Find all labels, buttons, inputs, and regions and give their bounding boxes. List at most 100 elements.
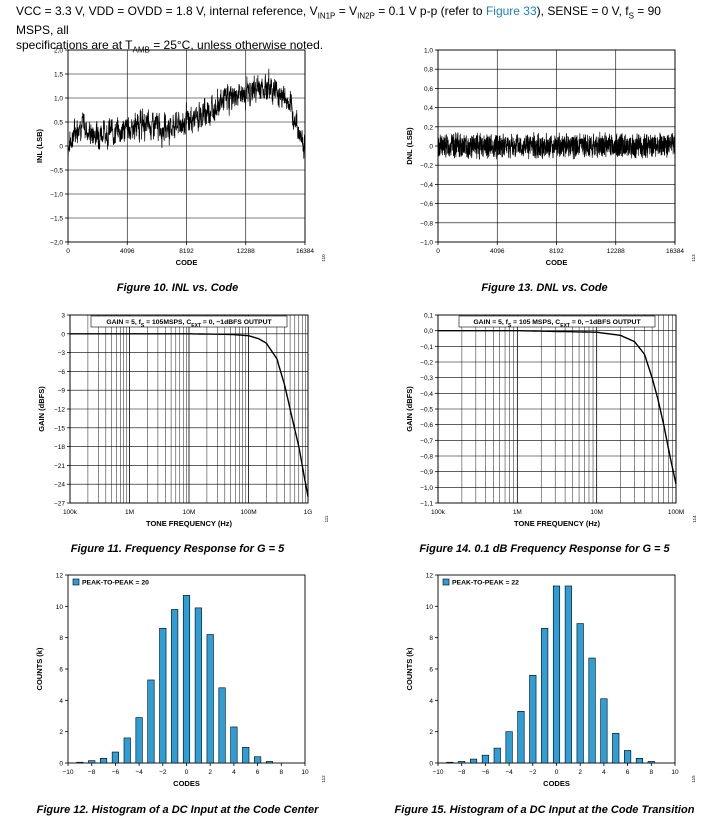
- chart-title-part: GAIN = 5, f: [106, 319, 141, 326]
- x-tick-label: 4: [602, 769, 606, 776]
- spec-header: VCC = 3.3 V, VDD = OVDD = 1.8 V, interna…: [16, 4, 696, 58]
- figure-10-caption: Figure 10. INL vs. Code: [116, 282, 239, 294]
- chart-title-part: = 105MSPS, C: [144, 319, 191, 326]
- y-tick-label: 1,0: [424, 48, 433, 55]
- y-tick-label: 0: [59, 144, 63, 151]
- figure-33-link[interactable]: Figure 33: [485, 4, 537, 18]
- x-tick-label: 12288: [607, 248, 625, 255]
- y-tick-label: 0,1: [424, 313, 433, 320]
- legend-swatch: [442, 578, 450, 586]
- header-text: = 25°C, unless otherwise noted.: [149, 38, 324, 53]
- x-tick-label: 16384: [666, 248, 684, 255]
- y-tick-label: −27: [54, 501, 65, 508]
- x-tick-label: −6: [112, 769, 120, 776]
- y-tick-label: −0,2: [420, 360, 433, 367]
- chart-title-sub: S: [141, 323, 145, 329]
- histogram-bar: [505, 731, 513, 764]
- histogram-bar: [159, 627, 167, 764]
- y-tick-label: −0,7: [420, 438, 433, 445]
- inl-series-line: [67, 68, 306, 159]
- chart-title-sub: EXT: [191, 323, 201, 329]
- x-tick-label: 10M: [590, 509, 603, 516]
- y-tick-label: 6: [59, 667, 63, 674]
- y-tick-label: 6: [429, 667, 433, 674]
- histogram-bar: [99, 758, 108, 764]
- chart-title-part: = 0, −1dBFS OUTPUT: [201, 319, 272, 326]
- y-tick-label: −9: [58, 388, 66, 395]
- freq01-svg: 0,1 0,0 −0,1 −0,2 −0,3 −0,4 −0,5 −0,6 −0,7 −0,8 −0…: [405, 313, 697, 529]
- y-axis-label: INL (LSB): [35, 128, 44, 163]
- chart-title-sub: S: [508, 323, 512, 329]
- plot-frame: [69, 314, 309, 504]
- header-sub: S: [628, 11, 634, 21]
- legend-label: PEAK-TO-PEAK = 22: [452, 580, 519, 587]
- y-tick-label: 4: [429, 698, 433, 705]
- y-tick-label: −3: [58, 350, 66, 357]
- header-text: = 90 MSPS, all: [16, 4, 661, 38]
- histogram-bar: [517, 711, 525, 764]
- y-tick-label: 3: [61, 313, 65, 320]
- y-tick-label: −0,4: [420, 182, 433, 189]
- x-axis-label: CODE: [176, 258, 198, 267]
- histogram-bar: [76, 761, 84, 764]
- x-tick-label: 6: [626, 769, 630, 776]
- chart-title-part: GAIN = 5, f: [473, 319, 508, 326]
- header-sub: IN1P: [317, 11, 336, 21]
- legend-label: PEAK-TO-PEAK = 20: [82, 580, 149, 587]
- y-tick-label: −0,5: [420, 407, 433, 414]
- histogram-bar: [242, 747, 250, 764]
- y-tick-label: 0,0: [424, 328, 433, 335]
- x-tick-label: −2: [529, 769, 537, 776]
- x-tick-label: −10: [432, 769, 443, 776]
- y-tick-label: 0,6: [424, 86, 433, 93]
- x-tick-label: 10M: [183, 509, 196, 516]
- y-tick-label: −24: [54, 482, 65, 489]
- dnl-series-line: [437, 131, 676, 160]
- x-tick-label: 1M: [125, 509, 134, 516]
- y-tick-label: 10: [426, 604, 434, 611]
- x-tick-label: 4: [232, 769, 236, 776]
- histogram-bar: [230, 726, 238, 764]
- histogram-bar: [588, 657, 596, 764]
- x-tick-label: 16384: [296, 248, 314, 255]
- histogram-bar: [88, 760, 96, 764]
- x-tick-label: 2: [208, 769, 212, 776]
- figure-code: 112: [321, 775, 326, 783]
- y-tick-label: 12: [56, 573, 64, 580]
- freq01-response-line: [438, 330, 677, 485]
- y-tick-label: −0,1: [420, 344, 433, 351]
- y-tick-label: −0,4: [420, 391, 433, 398]
- histogram-code-center-chart: 0 2 4 6 8 10 12 −10 −8 −6 −4 −2 0 2 4 6 8 10 CODES COUNTS (…: [0, 565, 355, 795]
- y-tick-label: −6: [58, 369, 66, 376]
- histogram-bar: [265, 761, 274, 764]
- y-tick-label: −0,2: [420, 163, 433, 170]
- x-tick-label: 8192: [179, 248, 194, 255]
- x-tick-label: −4: [135, 769, 143, 776]
- histogram-bar: [576, 623, 584, 764]
- y-tick-label: −15: [54, 425, 65, 432]
- x-tick-label: −4: [505, 769, 513, 776]
- x-tick-label: 100M: [668, 509, 684, 516]
- y-tick-label: −1,1: [420, 501, 433, 508]
- y-tick-label: −0,8: [420, 220, 433, 227]
- histogram-bar: [171, 609, 179, 764]
- histogram-bar: [635, 758, 644, 764]
- y-tick-label: −0,8: [420, 454, 433, 461]
- x-tick-label: 8192: [549, 248, 564, 255]
- histogram-bar: [647, 761, 655, 764]
- y-tick-label: 12: [426, 573, 434, 580]
- chart-title-part: = 105 MSPS, C: [511, 319, 560, 326]
- chart-title-box: [458, 315, 656, 328]
- histogram-bar: [552, 585, 561, 764]
- histogram-bar: [541, 627, 549, 764]
- y-tick-label: 4: [59, 698, 63, 705]
- frequency-response-chart: 3 0 −3 −6 −9 −12 −15 −18 −21 −24 −27 100k 1M 10M 100M 1…: [0, 305, 355, 535]
- y-tick-label: 2: [59, 729, 63, 736]
- y-tick-label: 8: [59, 635, 63, 642]
- y-axis-label: GAIN (dBFS): [405, 386, 414, 432]
- x-axis-label: CODES: [543, 779, 570, 788]
- y-tick-label: −0,6: [420, 201, 433, 208]
- y-tick-label: −12: [54, 407, 65, 414]
- figure-13-caption: Figure 13. DNL vs. Code: [481, 282, 608, 294]
- histogram-bar: [493, 747, 501, 764]
